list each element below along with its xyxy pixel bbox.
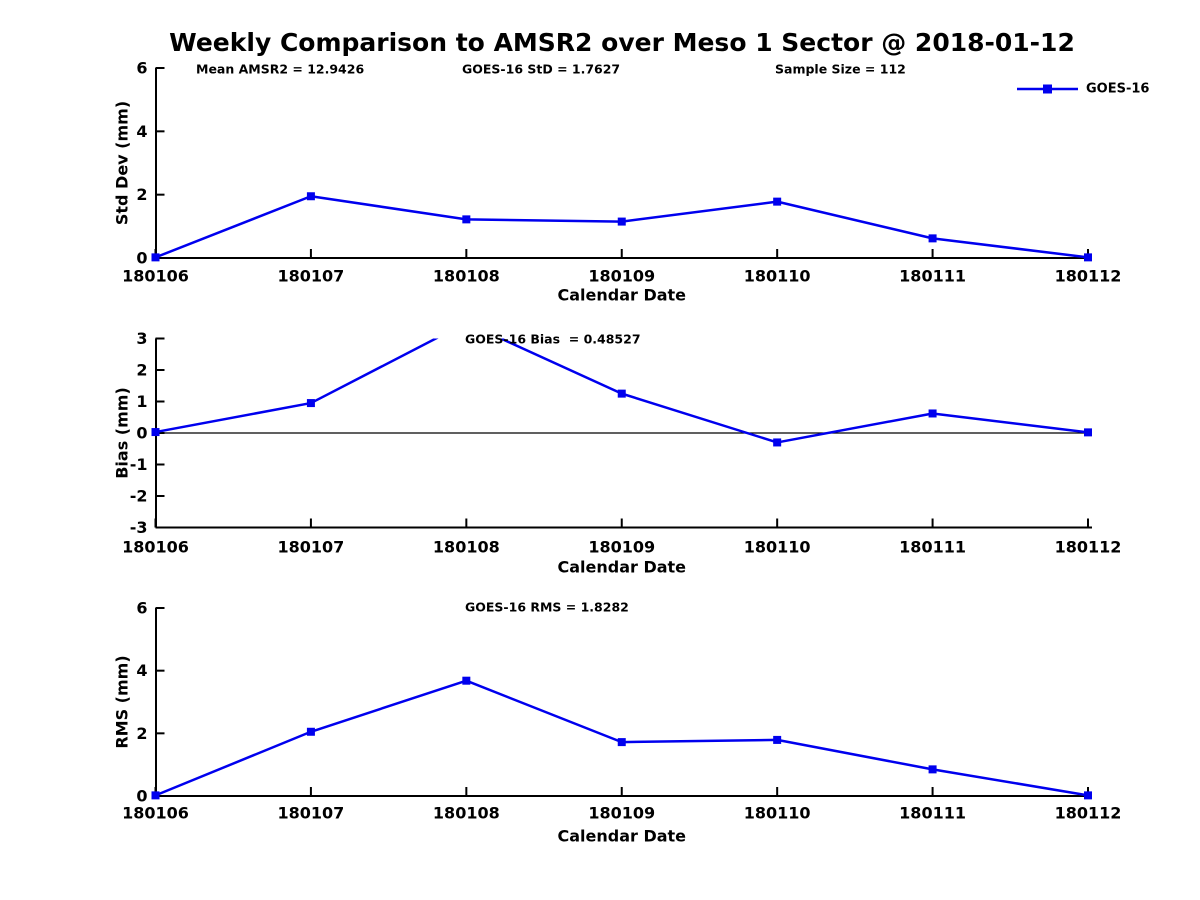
x-tick-label: 180112: [1055, 804, 1122, 823]
x-tick-label: 180107: [278, 267, 345, 286]
data-point-marker: [1084, 253, 1092, 262]
x-tick-label: 180112: [1055, 267, 1122, 286]
data-point-marker: [928, 765, 937, 774]
x-axis-label: Calendar Date: [557, 558, 686, 577]
x-axis-label: Calendar Date: [557, 286, 686, 305]
y-tick-label: 2: [136, 724, 147, 743]
x-tick-label: 180108: [433, 267, 500, 286]
y-tick-label: 6: [136, 599, 147, 618]
data-point-marker: [773, 438, 782, 447]
stat-annotation: Sample Size = 112: [775, 62, 906, 77]
y-tick-label: 0: [136, 424, 147, 443]
x-tick-label: 180109: [588, 804, 655, 823]
x-tick-label: 180106: [122, 538, 189, 557]
data-point-marker: [306, 727, 315, 736]
x-tick-label: 180110: [744, 267, 811, 286]
stat-annotation: GOES-16 Bias = 0.48527: [465, 332, 641, 347]
y-axis-label: RMS (mm): [113, 655, 132, 748]
x-axis-label: Calendar Date: [557, 827, 686, 846]
y-tick-label: 3: [136, 329, 147, 348]
y-tick-label: 6: [136, 59, 147, 78]
chart-title: Weekly Comparison to AMSR2 over Meso 1 S…: [169, 28, 1075, 57]
x-tick-label: 180110: [744, 538, 811, 557]
data-point-marker: [617, 389, 626, 398]
data-point-marker: [462, 215, 471, 224]
x-tick-label: 180111: [899, 804, 966, 823]
y-tick-label: 2: [136, 185, 147, 204]
x-tick-label: 180111: [899, 538, 966, 557]
series-line: [155, 679, 1089, 797]
data-point-marker: [773, 735, 782, 744]
data-point-marker: [1084, 428, 1092, 437]
x-tick-label: 180110: [744, 804, 811, 823]
x-tick-label: 180109: [588, 267, 655, 286]
data-point-marker: [306, 192, 315, 201]
y-tick-label: 2: [136, 361, 147, 380]
data-point-marker: [617, 217, 626, 226]
legend-label: GOES-16: [1086, 82, 1149, 97]
stat-annotation: GOES-16 RMS = 1.8282: [465, 600, 629, 615]
x-tick-label: 180106: [122, 804, 189, 823]
data-point-marker: [617, 738, 626, 747]
legend-marker-icon: [1043, 84, 1052, 94]
x-tick-label: 180111: [899, 267, 966, 286]
x-tick-label: 180108: [433, 804, 500, 823]
x-tick-label: 180106: [122, 267, 189, 286]
y-axis-label: Std Dev (mm): [113, 101, 132, 225]
data-point-marker: [151, 253, 160, 262]
y-axis-label: Bias (mm): [113, 387, 132, 479]
y-tick-label: 1: [136, 392, 147, 411]
data-point-marker: [151, 791, 160, 800]
data-point-marker: [773, 197, 782, 206]
stat-annotation: Mean AMSR2 = 12.9426: [196, 62, 364, 77]
y-tick-label: -1: [130, 455, 148, 474]
x-tick-label: 180109: [588, 538, 655, 557]
data-point-marker: [306, 399, 315, 408]
series-line: [155, 195, 1089, 259]
y-tick-label: 0: [136, 249, 147, 268]
y-tick-label: -2: [130, 487, 148, 506]
data-point-marker: [151, 428, 160, 437]
x-tick-label: 180112: [1055, 538, 1122, 557]
y-tick-label: 0: [136, 787, 147, 806]
data-point-marker: [928, 234, 937, 243]
y-tick-label: -3: [130, 518, 148, 537]
x-tick-label: 180107: [278, 538, 345, 557]
stat-annotation: GOES-16 StD = 1.7627: [462, 62, 620, 77]
data-point-marker: [462, 676, 471, 685]
x-tick-label: 180108: [433, 538, 500, 557]
y-tick-label: 4: [136, 661, 147, 680]
data-point-marker: [1084, 791, 1092, 800]
data-point-marker: [928, 409, 937, 418]
y-tick-label: 4: [136, 122, 147, 141]
x-tick-label: 180107: [278, 804, 345, 823]
